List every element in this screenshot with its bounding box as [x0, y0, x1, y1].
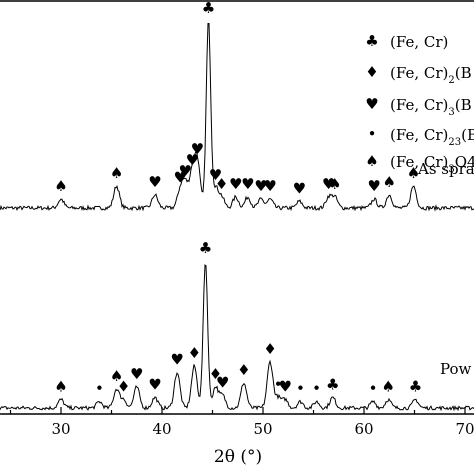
series-label: Pow [440, 360, 472, 378]
peak-marker: ♦ [209, 365, 222, 383]
peak-marker: ♥ [229, 175, 242, 193]
series-line [0, 23, 474, 212]
peak-marker: ♣ [199, 239, 212, 257]
peak-marker: ♠ [407, 164, 420, 182]
peak-marker: ♠ [383, 173, 396, 191]
peak-marker: • [296, 380, 305, 398]
legend-symbol: ♦ [365, 63, 378, 81]
peak-marker: ♥ [170, 350, 183, 368]
peak-marker: ♥ [148, 376, 161, 394]
peak-marker: ♠ [54, 378, 67, 396]
peak-marker: ♥ [209, 166, 222, 184]
peak-markers: ♠♠♥♥♥♥♥♣♥♦♥♥♥♥♥♥♠♥♠♠♠♠•♠♦♥♥♥♦♣♦♥♦♦•♥••♣•… [54, 0, 422, 398]
peak-marker: ♦ [237, 361, 250, 379]
peak-marker: ♥ [241, 175, 254, 193]
legend-entry: (Fe, Cr) [390, 33, 448, 51]
peak-marker: ♠ [110, 164, 123, 182]
peak-marker: • [369, 380, 378, 398]
peak-marker: • [274, 376, 283, 394]
peak-marker: ♥ [254, 177, 267, 195]
peak-marker: ♦ [215, 175, 228, 193]
x-tick-label: 30 [51, 420, 70, 438]
peak-marker: ♣ [326, 376, 339, 394]
series-layer [0, 23, 474, 412]
peak-marker: ♥ [173, 168, 186, 186]
peak-marker: ♣ [202, 0, 215, 17]
peak-marker: ♠ [328, 175, 341, 193]
legend: ♣ (Fe, Cr) ♦ (Fe, Cr)2(B ♥ (Fe, Cr)3(B • (Fe, C… [365, 32, 474, 175]
legend-symbol: ♠ [365, 152, 378, 170]
x-tick-label: 70 [455, 420, 474, 438]
legend-entry: (Fe, Cr)3O4 [390, 153, 474, 175]
legend-symbol: ♣ [365, 32, 378, 50]
legend-entry: (Fe, Cr)3(B [390, 96, 472, 118]
peak-marker: ♥ [263, 177, 276, 195]
peak-marker: ♠ [54, 177, 67, 195]
peak-marker: ♦ [188, 344, 201, 362]
peak-marker: ♥ [186, 151, 199, 169]
peak-marker: ♥ [322, 175, 335, 193]
peak-marker: ♥ [130, 365, 143, 383]
peak-marker: ♣ [409, 378, 422, 396]
peak-marker: • [95, 380, 104, 398]
peak-marker: ♠ [382, 378, 395, 396]
peak-marker: ♥ [293, 179, 306, 197]
x-tick-label: 40 [152, 420, 171, 438]
x-axis-title: 2θ (°) [214, 447, 262, 467]
peak-marker: ♠ [110, 367, 123, 385]
legend-entry: (Fe, Cr)23(B [390, 126, 474, 148]
legend-symbol: ♥ [365, 95, 378, 113]
peak-marker: ♥ [191, 140, 204, 158]
peak-marker: • [312, 380, 321, 398]
peak-marker: ♥ [278, 378, 291, 396]
peak-marker: ♥ [216, 373, 229, 391]
x-tick-label: 60 [354, 420, 373, 438]
plot-frame [0, 0, 474, 415]
peak-marker: ♥ [179, 162, 192, 180]
series-labels: As spra Pow [417, 160, 474, 378]
peak-marker: ♦ [117, 378, 130, 396]
peak-marker: ♥ [148, 173, 161, 191]
x-tick-label: 50 [253, 420, 272, 438]
series-label: As spra [417, 160, 474, 178]
legend-entry: (Fe, Cr)2(B [390, 64, 472, 86]
series-line [0, 264, 474, 412]
x-axis-ticks: 30 40 50 60 70 [9, 407, 474, 438]
peak-marker: ♦ [263, 340, 276, 358]
legend-symbol: • [368, 125, 377, 143]
peak-marker: ♥ [367, 177, 380, 195]
